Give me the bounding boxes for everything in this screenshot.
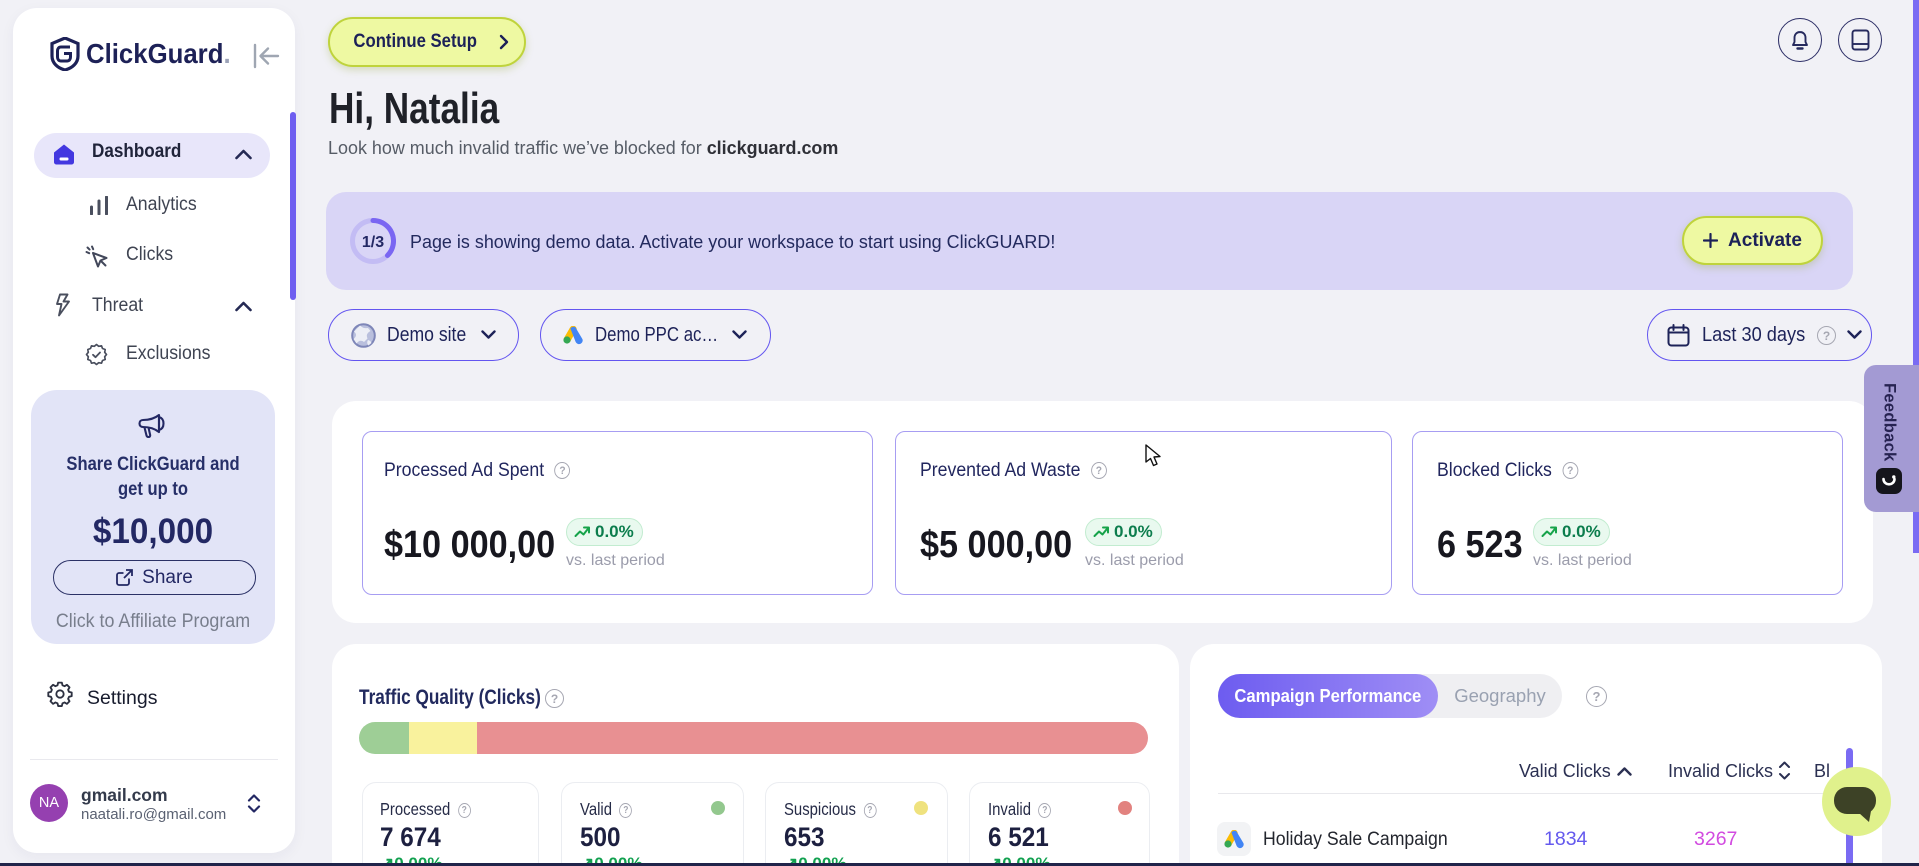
svg-text:1/3: 1/3 — [362, 234, 384, 251]
